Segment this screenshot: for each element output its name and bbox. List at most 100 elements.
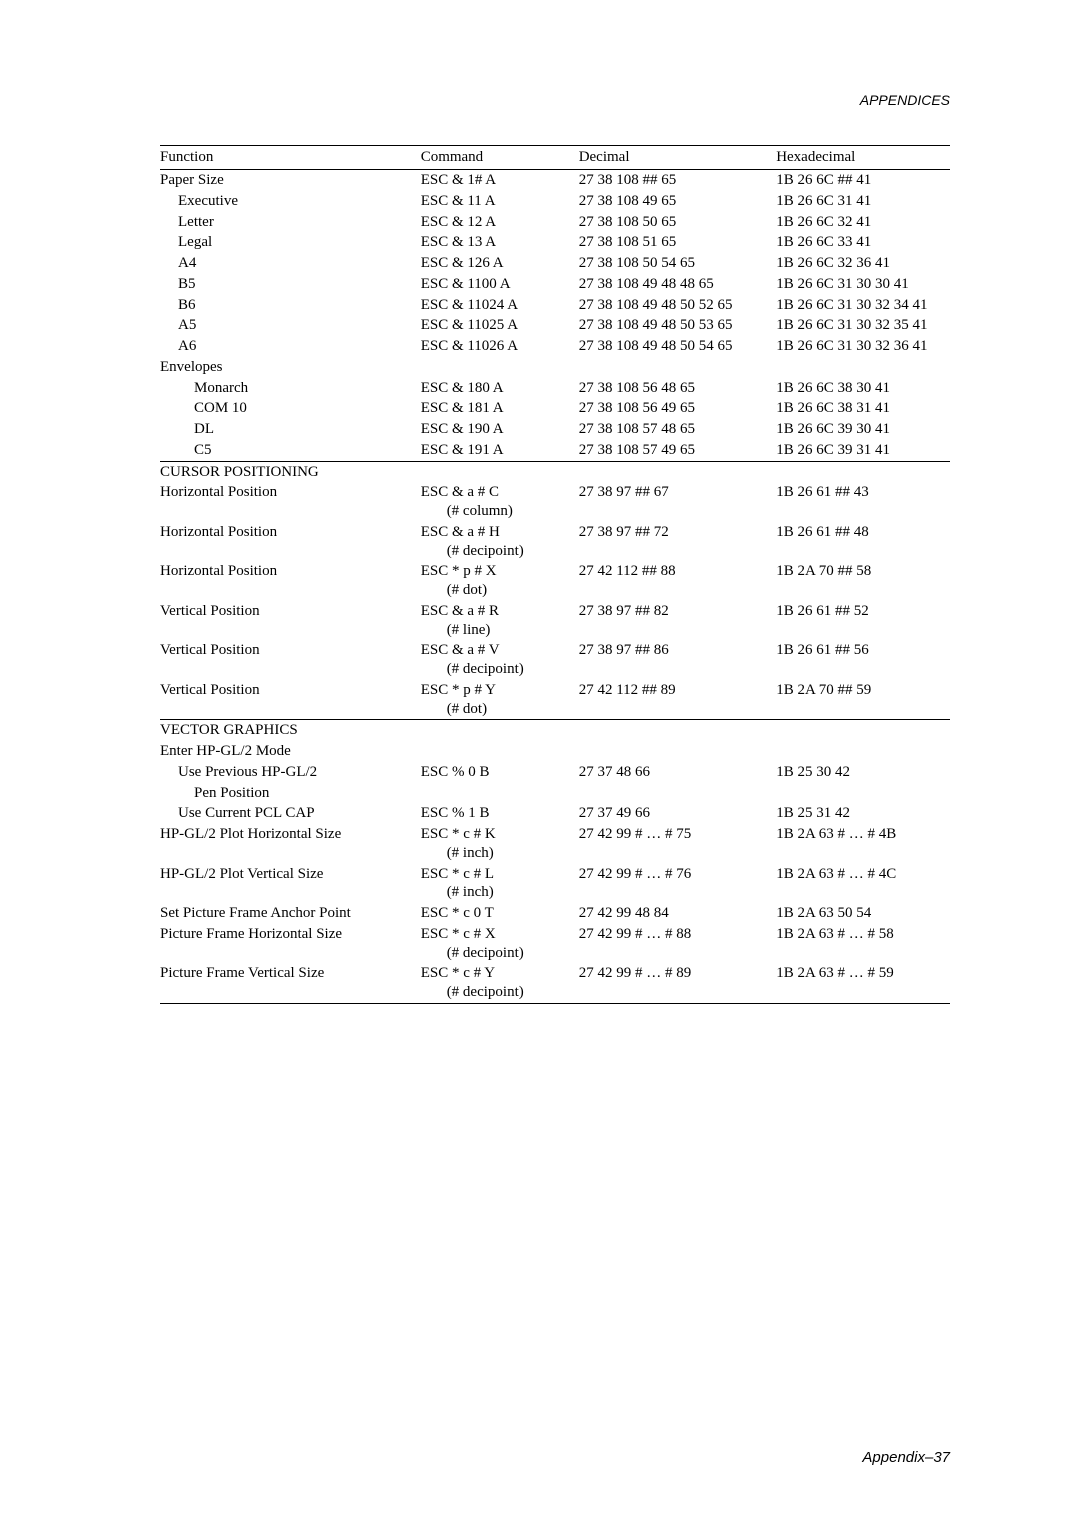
- cell-command: [421, 461, 579, 482]
- cell-command: ESC & 11024 A: [421, 295, 579, 316]
- cell-hex: [776, 461, 950, 482]
- cell-command: ESC & 1# A: [421, 170, 579, 191]
- cell-command: ESC & 11 A: [421, 191, 579, 212]
- cell-hex: 1B 2A 70 ## 58: [776, 561, 950, 601]
- cell-command: ESC * p # X(# dot): [421, 561, 579, 601]
- cell-hex: 1B 26 6C 31 30 32 36 41: [776, 336, 950, 357]
- cell-command: ESC & 12 A: [421, 212, 579, 233]
- table-row: Vertical PositionESC & a # R(# line)27 3…: [160, 601, 950, 641]
- cell-hex: 1B 26 6C 39 30 41: [776, 419, 950, 440]
- table-row: Vertical PositionESC & a # V(# decipoint…: [160, 640, 950, 680]
- cell-hex: 1B 26 6C 38 30 41: [776, 378, 950, 399]
- cell-decimal: 27 38 108 50 54 65: [579, 253, 777, 274]
- cell-hex: 1B 26 6C 33 41: [776, 232, 950, 253]
- col-function: Function: [160, 146, 421, 170]
- cell-command: ESC * c 0 T: [421, 903, 579, 924]
- cell-decimal: [579, 461, 777, 482]
- table-row: HP-GL/2 Plot Horizontal SizeESC * c # K(…: [160, 824, 950, 864]
- cell-hex: 1B 26 6C 31 30 32 35 41: [776, 315, 950, 336]
- cell-command: ESC & a # V(# decipoint): [421, 640, 579, 680]
- cell-decimal: 27 38 108 56 49 65: [579, 398, 777, 419]
- cell-decimal: 27 38 108 57 49 65: [579, 440, 777, 461]
- cell-decimal: 27 37 48 66: [579, 762, 777, 783]
- table-row: B5ESC & 1100 A27 38 108 49 48 48 651B 26…: [160, 274, 950, 295]
- cell-hex: 1B 2A 63 # … # 4C: [776, 864, 950, 904]
- table-row: HP-GL/2 Plot Vertical SizeESC * c # L(# …: [160, 864, 950, 904]
- cell-command: [421, 357, 579, 378]
- table-row: COM 10ESC & 181 A27 38 108 56 49 651B 26…: [160, 398, 950, 419]
- cell-decimal: 27 37 49 66: [579, 803, 777, 824]
- cell-decimal: [579, 741, 777, 762]
- cell-decimal: 27 42 99 48 84: [579, 903, 777, 924]
- cell-command: [421, 720, 579, 741]
- cell-hex: 1B 26 6C 31 30 30 41: [776, 274, 950, 295]
- table-row: A6ESC & 11026 A27 38 108 49 48 50 54 651…: [160, 336, 950, 357]
- cell-decimal: [579, 783, 777, 804]
- col-decimal: Decimal: [579, 146, 777, 170]
- page-footer: Appendix–37: [862, 1449, 950, 1466]
- cell-decimal: 27 38 108 49 48 48 65: [579, 274, 777, 295]
- cell-command: ESC & 11025 A: [421, 315, 579, 336]
- table-row: Enter HP-GL/2 Mode: [160, 741, 950, 762]
- table-row: Horizontal PositionESC & a # C(# column)…: [160, 482, 950, 522]
- cell-function: Horizontal Position: [160, 561, 421, 601]
- cell-decimal: 27 38 97 ## 82: [579, 601, 777, 641]
- cell-command: ESC & 13 A: [421, 232, 579, 253]
- cell-decimal: 27 42 112 ## 88: [579, 561, 777, 601]
- cell-decimal: [579, 357, 777, 378]
- col-command: Command: [421, 146, 579, 170]
- cell-hex: 1B 26 61 ## 52: [776, 601, 950, 641]
- table-row: Envelopes: [160, 357, 950, 378]
- cell-function: HP-GL/2 Plot Vertical Size: [160, 864, 421, 904]
- cell-command: ESC % 1 B: [421, 803, 579, 824]
- cell-decimal: 27 38 97 ## 72: [579, 522, 777, 562]
- cell-function: Monarch: [160, 378, 421, 399]
- cell-hex: 1B 26 6C 32 36 41: [776, 253, 950, 274]
- cell-command: ESC & a # C(# column): [421, 482, 579, 522]
- cell-command: ESC & 190 A: [421, 419, 579, 440]
- cell-hex: [776, 783, 950, 804]
- cell-decimal: 27 42 99 # … # 76: [579, 864, 777, 904]
- cell-function: HP-GL/2 Plot Horizontal Size: [160, 824, 421, 864]
- cell-function: Enter HP-GL/2 Mode: [160, 741, 421, 762]
- table-row: Pen Position: [160, 783, 950, 804]
- cell-hex: 1B 25 31 42: [776, 803, 950, 824]
- cell-decimal: 27 38 97 ## 86: [579, 640, 777, 680]
- cell-hex: 1B 2A 63 50 54: [776, 903, 950, 924]
- cell-function: Letter: [160, 212, 421, 233]
- cell-function: B5: [160, 274, 421, 295]
- cell-hex: 1B 26 61 ## 56: [776, 640, 950, 680]
- table-row: ExecutiveESC & 11 A27 38 108 49 651B 26 …: [160, 191, 950, 212]
- cell-function: A5: [160, 315, 421, 336]
- cell-function: Horizontal Position: [160, 482, 421, 522]
- cell-hex: [776, 720, 950, 741]
- table-row: Vertical PositionESC * p # Y(# dot)27 42…: [160, 680, 950, 720]
- table-row: C5ESC & 191 A27 38 108 57 49 651B 26 6C …: [160, 440, 950, 461]
- cell-hex: 1B 26 6C 38 31 41: [776, 398, 950, 419]
- cell-hex: 1B 2A 63 # … # 58: [776, 924, 950, 964]
- table-row: Paper SizeESC & 1# A27 38 108 ## 651B 26…: [160, 170, 950, 191]
- table-row: VECTOR GRAPHICS: [160, 720, 950, 741]
- cell-decimal: 27 38 108 56 48 65: [579, 378, 777, 399]
- cell-function: Horizontal Position: [160, 522, 421, 562]
- cell-function: Picture Frame Horizontal Size: [160, 924, 421, 964]
- cell-function: Legal: [160, 232, 421, 253]
- cell-function: C5: [160, 440, 421, 461]
- table-row: A5ESC & 11025 A27 38 108 49 48 50 53 651…: [160, 315, 950, 336]
- table-row: CURSOR POSITIONING: [160, 461, 950, 482]
- cell-function: Vertical Position: [160, 640, 421, 680]
- cell-function: VECTOR GRAPHICS: [160, 720, 421, 741]
- cell-decimal: 27 42 99 # … # 88: [579, 924, 777, 964]
- cell-hex: 1B 26 6C ## 41: [776, 170, 950, 191]
- cell-command: ESC * p # Y(# dot): [421, 680, 579, 720]
- cell-hex: 1B 26 6C 31 41: [776, 191, 950, 212]
- table-row: Picture Frame Horizontal SizeESC * c # X…: [160, 924, 950, 964]
- cell-hex: 1B 2A 63 # … # 59: [776, 963, 950, 1003]
- table-row: LetterESC & 12 A27 38 108 50 651B 26 6C …: [160, 212, 950, 233]
- cell-command: ESC & a # H(# decipoint): [421, 522, 579, 562]
- cell-hex: 1B 26 6C 32 41: [776, 212, 950, 233]
- cell-command: ESC & 11026 A: [421, 336, 579, 357]
- cell-decimal: 27 42 112 ## 89: [579, 680, 777, 720]
- cell-function: Paper Size: [160, 170, 421, 191]
- col-hex: Hexadecimal: [776, 146, 950, 170]
